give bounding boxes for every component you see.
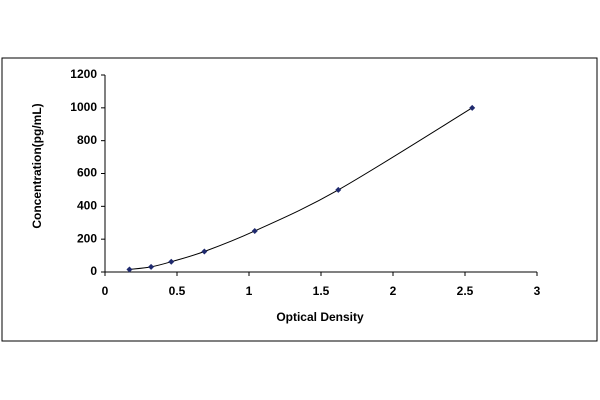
x-tick-label: 1.5 bbox=[313, 284, 330, 298]
data-point bbox=[148, 263, 155, 270]
y-tick-label: 800 bbox=[77, 133, 97, 147]
y-tick-label: 600 bbox=[77, 166, 97, 180]
y-tick-label: 1200 bbox=[70, 67, 97, 81]
x-tick-label: 2.5 bbox=[457, 284, 474, 298]
y-axis-label: Concentration(pg/mL) bbox=[30, 103, 44, 228]
data-point bbox=[251, 227, 258, 234]
y-tick-label: 1000 bbox=[70, 100, 97, 114]
data-point bbox=[469, 104, 476, 111]
data-point bbox=[168, 258, 175, 265]
x-tick-label: 3 bbox=[534, 284, 541, 298]
y-tick-label: 200 bbox=[77, 231, 97, 245]
chart-frame bbox=[1, 57, 598, 342]
x-axis-label: Optical Density bbox=[276, 310, 364, 324]
x-tick-label: 0.5 bbox=[169, 284, 186, 298]
y-tick-label: 400 bbox=[77, 199, 97, 213]
y-tick-label: 0 bbox=[90, 264, 97, 278]
data-point bbox=[335, 186, 342, 193]
x-tick-label: 0 bbox=[102, 284, 109, 298]
x-tick-label: 1 bbox=[246, 284, 253, 298]
fit-curve bbox=[129, 107, 473, 270]
data-point bbox=[201, 248, 208, 255]
data-point bbox=[126, 266, 133, 273]
x-tick-label: 2 bbox=[390, 284, 397, 298]
